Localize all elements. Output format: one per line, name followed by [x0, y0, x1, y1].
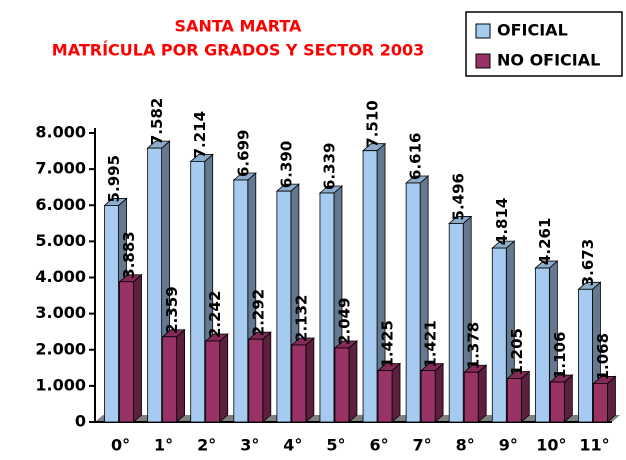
value-label: 3.883: [120, 231, 138, 278]
value-label: 2.132: [292, 295, 310, 342]
x-tick-label: 7°: [413, 436, 432, 455]
bar: [162, 336, 178, 423]
bar-side: [391, 362, 401, 423]
bar-side: [133, 273, 142, 423]
bar: [593, 383, 608, 423]
bar: [549, 381, 565, 423]
bar: [578, 288, 593, 423]
value-label: 1.068: [594, 333, 612, 380]
bar: [104, 205, 119, 423]
x-tick-label: 11°: [579, 436, 609, 455]
value-label: 1.378: [465, 322, 483, 369]
value-label: 5.496: [450, 173, 468, 220]
value-label: 6.339: [320, 143, 338, 190]
y-tick-label: 0: [75, 412, 86, 431]
value-label: 4.261: [536, 218, 554, 265]
bar: [534, 267, 550, 423]
y-tick-label: 1.000: [35, 375, 86, 394]
bar: [448, 223, 464, 423]
value-label: 1.421: [422, 320, 440, 367]
bar: [377, 370, 393, 423]
bar-side: [520, 370, 530, 423]
bar-side: [563, 374, 573, 423]
bar-side: [262, 331, 272, 423]
bar-side: [434, 362, 444, 423]
chart-title: SANTA MARTA: [175, 17, 303, 36]
x-tick-label: 2°: [197, 436, 216, 455]
bar-side: [305, 337, 315, 423]
bar: [119, 281, 134, 423]
x-tick-label: 3°: [240, 436, 259, 455]
legend-swatch: [475, 53, 491, 69]
legend-label: NO OFICIAL: [497, 51, 600, 70]
bar: [362, 150, 378, 423]
y-tick-label: 8.000: [35, 123, 86, 142]
y-tick-label: 3.000: [35, 303, 86, 322]
value-label: 5.995: [105, 155, 123, 202]
x-tick-label: 9°: [499, 436, 518, 455]
bar: [319, 192, 335, 423]
y-tick-label: 4.000: [35, 267, 86, 286]
bar: [420, 370, 436, 423]
value-label: 7.582: [148, 98, 166, 145]
bar: [147, 147, 163, 423]
value-label: 2.049: [335, 298, 353, 345]
bar-side: [176, 328, 186, 423]
value-label: 4.814: [493, 198, 511, 245]
legend-label: OFICIAL: [497, 21, 568, 40]
value-label: 1.425: [379, 320, 397, 367]
value-label: 3.673: [579, 239, 597, 286]
bar: [491, 247, 507, 423]
y-tick-label: 6.000: [35, 195, 86, 214]
bar: [506, 378, 522, 423]
value-label: 7.510: [364, 100, 382, 147]
bar: [463, 371, 479, 423]
bar: [291, 344, 307, 423]
x-tick-label: 8°: [456, 436, 475, 455]
y-tick-label: 5.000: [35, 231, 86, 250]
value-label: 6.616: [407, 133, 425, 180]
y-tick-label: 2.000: [35, 339, 86, 358]
value-label: 6.390: [277, 141, 295, 188]
x-tick-label: 0°: [111, 436, 130, 455]
y-tick-label: 7.000: [35, 159, 86, 178]
bar-side: [219, 333, 229, 423]
bar: [248, 338, 264, 423]
value-label: 7.214: [191, 111, 209, 158]
x-tick-label: 1°: [154, 436, 173, 455]
value-label: 1.205: [508, 328, 526, 375]
value-label: 6.699: [234, 130, 252, 177]
bar: [205, 340, 221, 423]
legend-swatch: [475, 23, 491, 39]
value-label: 1.106: [551, 332, 569, 379]
bar: [233, 179, 249, 423]
bar: [190, 160, 206, 423]
x-tick-label: 4°: [283, 436, 302, 455]
bar-side: [607, 375, 616, 423]
x-tick-label: 10°: [536, 436, 566, 455]
value-label: 2.292: [249, 289, 267, 336]
bar: [334, 347, 350, 423]
bar-side: [348, 340, 358, 423]
legend-box: [465, 11, 623, 77]
x-tick-label: 6°: [369, 436, 388, 455]
bar: [276, 190, 292, 423]
value-label: 2.242: [206, 291, 224, 338]
bar-side: [477, 364, 487, 423]
x-tick-label: 5°: [326, 436, 345, 455]
bar: [405, 182, 421, 423]
value-label: 2.359: [163, 286, 181, 333]
chart-subtitle: MATRÍCULA POR GRADOS Y SECTOR 2003: [52, 41, 424, 60]
